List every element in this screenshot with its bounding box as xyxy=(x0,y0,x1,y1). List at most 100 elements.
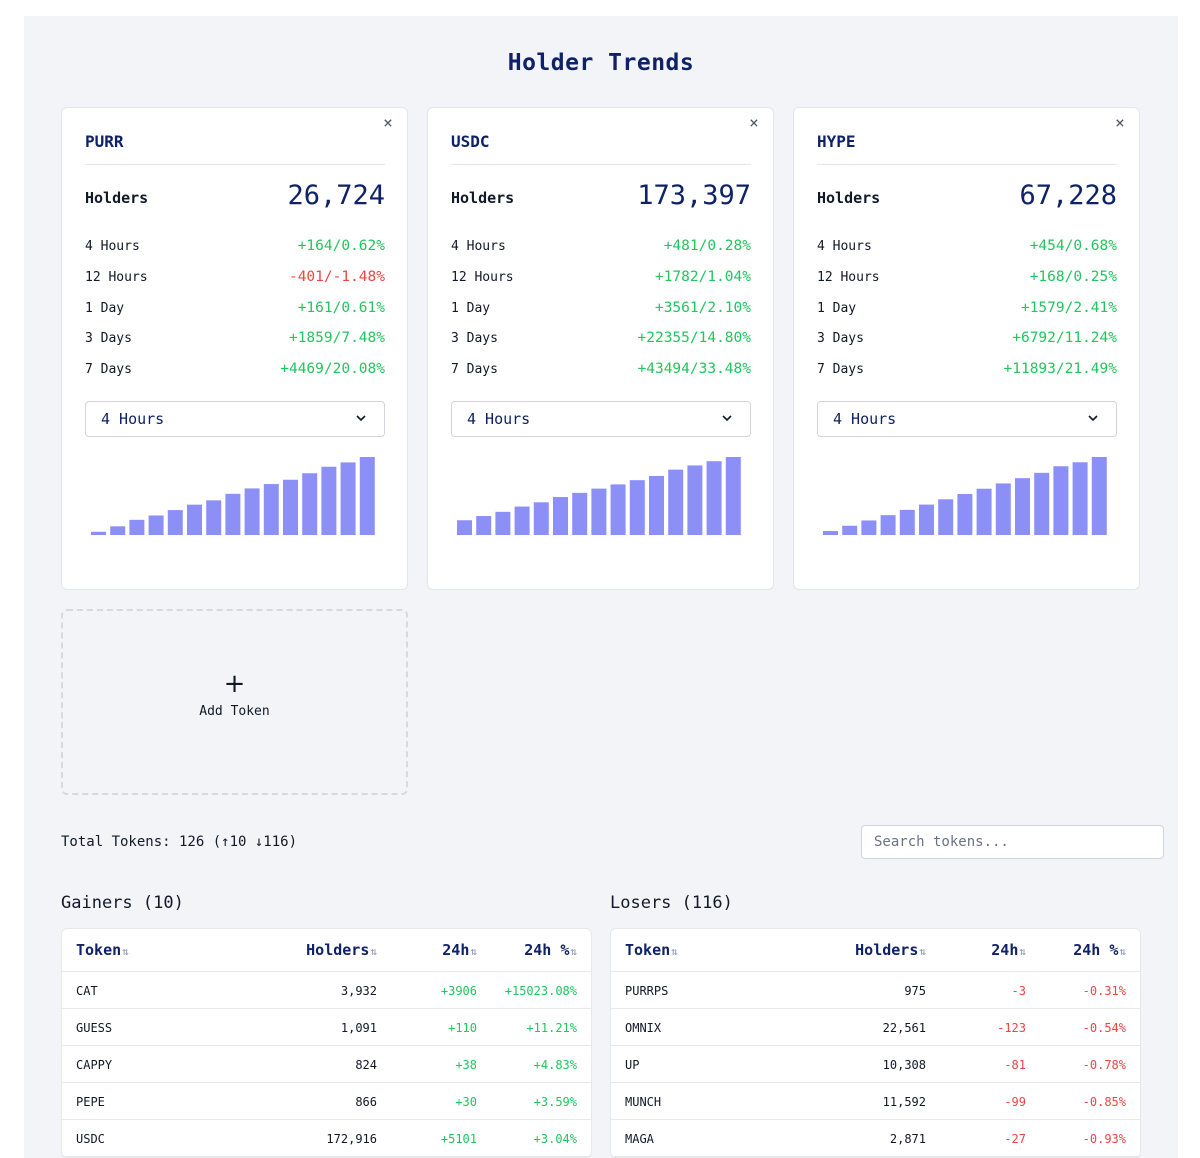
stat-row: 1 Day +3561/2.10% xyxy=(451,300,751,321)
cell-holders: 2,871 xyxy=(889,1132,926,1146)
interval-select[interactable]: 4 Hours xyxy=(817,401,1117,437)
holders-value: 173,397 xyxy=(637,180,751,211)
table-row[interactable]: PURRPS 975 -3 -0.31% xyxy=(611,972,1140,1009)
stat-row: 1 Day +1579/2.41% xyxy=(817,300,1117,321)
stat-row: 4 Hours +164/0.62% xyxy=(85,238,385,259)
cell-token: GUESS xyxy=(76,1021,113,1035)
stat-value: +3561/2.10% xyxy=(654,300,751,316)
chart-bar xyxy=(880,515,896,535)
stat-value: +6792/11.24% xyxy=(1012,330,1117,346)
sort-holders-header[interactable]: Holders⇅ xyxy=(855,941,926,959)
gainers-table: Token⇅ Holders⇅ 24h⇅ 24h %⇅ CAT 3,932 +390… xyxy=(61,928,592,1158)
table-row[interactable]: PEPE 866 +30 +3.59% xyxy=(62,1083,591,1120)
holder-trend-chart xyxy=(91,457,375,535)
search-input[interactable] xyxy=(861,825,1164,859)
cell-holders: 1,091 xyxy=(340,1021,377,1035)
chart-bar xyxy=(1034,472,1050,535)
sort-icon: ⇅ xyxy=(570,945,577,958)
sort-24h-header[interactable]: 24h⇅ xyxy=(991,941,1026,959)
cell-pct: +3.04% xyxy=(533,1132,577,1146)
stat-value: +1579/2.41% xyxy=(1020,300,1117,316)
stat-label: 7 Days xyxy=(451,362,498,377)
losers-table: Token⇅ Holders⇅ 24h⇅ 24h %⇅ PURRPS 975 -3 -… xyxy=(610,928,1141,1158)
table-row[interactable]: OMNIX 22,561 -123 -0.54% xyxy=(611,1009,1140,1046)
stat-label: 1 Day xyxy=(85,301,125,316)
sort-holders-header[interactable]: Holders⇅ xyxy=(306,941,377,959)
sort-icon: ⇅ xyxy=(1119,945,1126,958)
token-symbol: HYPE xyxy=(817,132,856,151)
chart-bar xyxy=(553,497,568,535)
chart-bar xyxy=(1072,462,1088,535)
sort-24h-header[interactable]: 24h⇅ xyxy=(442,941,477,959)
close-icon[interactable]: × xyxy=(1115,113,1125,132)
stat-row: 4 Hours +454/0.68% xyxy=(817,238,1117,259)
sort-token-header[interactable]: Token⇅ xyxy=(625,941,678,959)
cell-pct: +15023.08% xyxy=(504,984,577,998)
interval-select[interactable]: 4 Hours xyxy=(85,401,385,437)
cell-token: CAPPY xyxy=(76,1058,113,1072)
chart-bar xyxy=(610,484,626,535)
cell-pct: -0.93% xyxy=(1082,1132,1126,1146)
interval-select[interactable]: 4 Hours xyxy=(451,401,751,437)
cell-holders: 975 xyxy=(904,984,926,998)
sort-icon: ⇅ xyxy=(671,945,678,958)
table-row[interactable]: CAPPY 824 +38 +4.83% xyxy=(62,1046,591,1083)
cell-change: -3 xyxy=(1011,984,1026,998)
chart-bar xyxy=(476,516,492,535)
page-title: Holder Trends xyxy=(507,50,695,76)
cell-pct: -0.31% xyxy=(1082,984,1126,998)
chart-bar xyxy=(495,511,511,535)
cell-change: +30 xyxy=(455,1095,477,1109)
holders-label: Holders xyxy=(817,189,881,207)
chart-bar xyxy=(957,494,973,535)
cell-token: USDC xyxy=(76,1132,105,1146)
sort-24h-pct-header[interactable]: 24h %⇅ xyxy=(1073,941,1126,959)
sort-icon: ⇅ xyxy=(919,945,926,958)
sort-24h-pct-header[interactable]: 24h %⇅ xyxy=(524,941,577,959)
cell-holders: 866 xyxy=(355,1095,377,1109)
plus-icon: + xyxy=(223,669,246,699)
gainers-title: Gainers (10) xyxy=(61,893,184,913)
stat-row: 12 Hours -401/-1.48% xyxy=(85,269,385,290)
table-row[interactable]: USDC 172,916 +5101 +3.04% xyxy=(62,1120,591,1157)
close-icon[interactable]: × xyxy=(383,113,393,132)
stat-row: 3 Days +6792/11.24% xyxy=(817,330,1117,351)
table-row[interactable]: MUNCH 11,592 -99 -0.85% xyxy=(611,1083,1140,1120)
stat-label: 7 Days xyxy=(817,362,864,377)
stat-value: +1782/1.04% xyxy=(654,269,751,285)
add-token-card[interactable]: + Add Token xyxy=(61,609,408,795)
stat-row: 7 Days +4469/20.08% xyxy=(85,361,385,382)
chart-bar xyxy=(668,469,684,535)
sort-token-header[interactable]: Token⇅ xyxy=(76,941,129,959)
stat-row: 12 Hours +1782/1.04% xyxy=(451,269,751,290)
chart-bar xyxy=(938,499,954,535)
stat-value: +22355/14.80% xyxy=(637,330,752,346)
table-row[interactable]: MAGA 2,871 -27 -0.93% xyxy=(611,1120,1140,1157)
table-header: Token⇅ Holders⇅ 24h⇅ 24h %⇅ xyxy=(62,929,591,972)
chevron-down-icon xyxy=(1088,415,1098,422)
chart-bar xyxy=(725,457,741,535)
stat-label: 4 Hours xyxy=(85,239,140,254)
chart-bar xyxy=(687,465,703,535)
table-row[interactable]: UP 10,308 -81 -0.78% xyxy=(611,1046,1140,1083)
token-symbol: PURR xyxy=(85,132,124,151)
close-icon[interactable]: × xyxy=(749,113,759,132)
divider xyxy=(85,164,385,165)
stat-label: 1 Day xyxy=(817,301,857,316)
chart-bar xyxy=(91,531,106,535)
holders-value: 26,724 xyxy=(287,180,385,211)
cell-holders: 824 xyxy=(355,1058,377,1072)
losers-title: Losers (116) xyxy=(610,893,733,913)
table-row[interactable]: CAT 3,932 +3906 +15023.08% xyxy=(62,972,591,1009)
table-row[interactable]: GUESS 1,091 +110 +11.21% xyxy=(62,1009,591,1046)
chart-bar xyxy=(129,519,145,535)
chart-bar xyxy=(976,488,992,535)
stat-label: 3 Days xyxy=(451,331,498,346)
holder-trend-chart xyxy=(457,457,741,535)
cell-token: MUNCH xyxy=(625,1095,662,1109)
cell-change: +110 xyxy=(448,1021,477,1035)
stat-label: 12 Hours xyxy=(817,270,880,285)
chart-bar xyxy=(649,475,664,535)
chart-bar xyxy=(187,504,202,535)
stat-value: +4469/20.08% xyxy=(280,361,385,377)
